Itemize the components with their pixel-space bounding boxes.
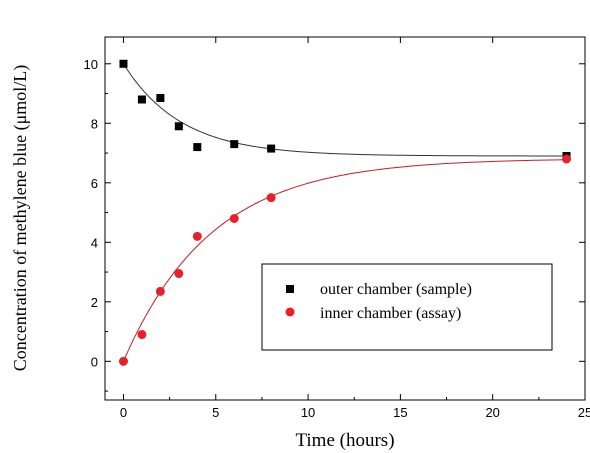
outer-chamber-point	[156, 93, 165, 102]
fit-curves	[123, 63, 567, 362]
legend-box	[261, 263, 553, 351]
inner-chamber-point	[118, 356, 128, 366]
legend-label-inner-chamber: inner chamber (assay)	[320, 305, 461, 322]
y-tick-label: 10	[84, 57, 98, 72]
y-tick-label: 8	[91, 116, 98, 131]
y-axis-title: Concentration of methylene blue (μmol/L)	[10, 65, 31, 372]
inner-chamber-fit-curve	[123, 159, 567, 362]
inner-chamber-point	[229, 214, 239, 223]
inner-chamber-point	[155, 286, 165, 296]
x-tick-label: 25	[578, 405, 590, 420]
x-tick-label: 5	[212, 405, 219, 420]
x-tick-label: 0	[120, 405, 127, 420]
inner-chamber-point	[192, 231, 202, 241]
inner-chamber-point	[137, 330, 147, 340]
x-tick-label: 20	[485, 405, 499, 420]
inner-chamber-point	[562, 154, 572, 164]
inner-chamber-point	[266, 193, 276, 203]
legend-label-outer-chamber: outer chamber (sample)	[320, 281, 472, 298]
outer-chamber-point	[137, 95, 146, 104]
axis-ticks: 0 5 10 15 20 25 0 2 4 6 8 10	[84, 37, 590, 420]
outer-chamber-point	[119, 59, 128, 68]
outer-chamber-point	[230, 140, 239, 149]
legend-marker-outer-chamber	[286, 285, 294, 293]
x-tick-label: 10	[301, 405, 315, 420]
y-tick-label: 2	[91, 295, 98, 310]
legend: outer chamber (sample) inner chamber (as…	[261, 263, 553, 351]
outer-chamber-fit-curve	[123, 63, 567, 157]
legend-marker-inner-chamber	[285, 307, 295, 317]
outer-chamber-point	[267, 144, 276, 153]
x-tick-label: 15	[393, 405, 407, 420]
y-tick-label: 4	[91, 235, 98, 250]
y-tick-label: 0	[91, 354, 98, 369]
x-axis-title: Time (hours)	[295, 430, 394, 451]
plot-frame	[104, 36, 586, 401]
outer-chamber-point	[174, 122, 183, 131]
inner-chamber-point	[174, 269, 184, 279]
y-tick-label: 6	[91, 176, 98, 191]
data-points	[118, 59, 572, 366]
outer-chamber-point	[193, 143, 202, 152]
